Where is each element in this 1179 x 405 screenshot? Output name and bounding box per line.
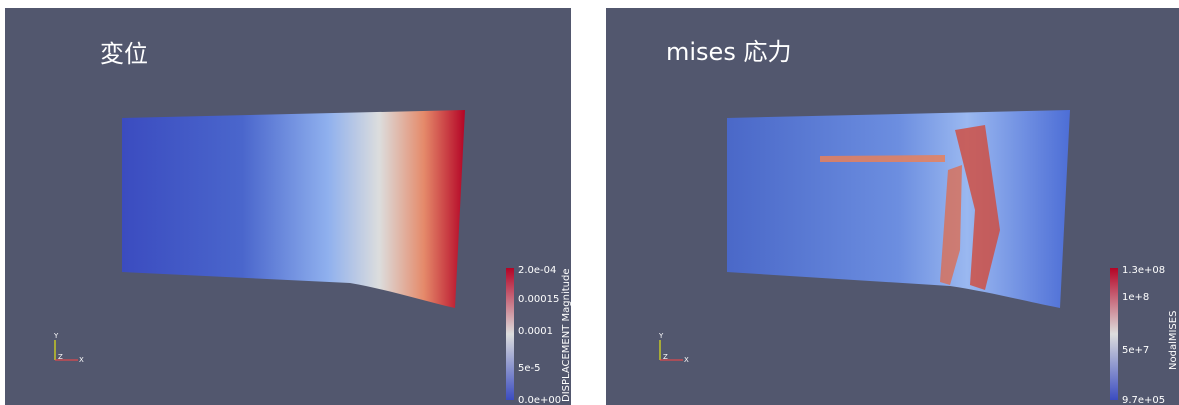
colorbar-tick: 5e+7 bbox=[1122, 345, 1149, 356]
colorbar-tick: 0.0e+00 bbox=[518, 395, 561, 405]
axis-label: Y bbox=[658, 332, 664, 340]
panel-title: 変位 bbox=[100, 40, 148, 68]
colorbar bbox=[506, 268, 514, 400]
colorbar-tick: 1.3e+08 bbox=[1122, 265, 1165, 276]
colorbar bbox=[1110, 268, 1118, 400]
colorbar-label: NodalMISES bbox=[1168, 311, 1179, 370]
stress-band bbox=[940, 165, 962, 285]
mesh bbox=[122, 110, 465, 308]
panel: 変位 2.0e-04 0.00015 0.0001 5e-5 0.0e+00 D… bbox=[5, 8, 572, 405]
panel: mises 応力 1.3e+08 1e+8 5e+7 9.7e+05 Nodal… bbox=[606, 8, 1179, 405]
colorbar-tick: 0.00015 bbox=[518, 294, 559, 305]
colorbar-label: DISPLACEMENT Magnitude bbox=[561, 269, 572, 403]
colorbar-tick: 2.0e-04 bbox=[518, 265, 556, 276]
axis-label: Z bbox=[58, 353, 63, 361]
colorbar-tick: 5e-5 bbox=[518, 363, 541, 374]
axis-label: Y bbox=[53, 332, 59, 340]
stress-band bbox=[820, 155, 945, 162]
stress-band bbox=[955, 125, 1000, 290]
colorbar-tick: 0.0001 bbox=[518, 326, 553, 337]
axes-triad: Y Z X bbox=[53, 332, 84, 364]
axis-label: Z bbox=[663, 353, 668, 361]
axes-triad: Y Z X bbox=[658, 332, 689, 364]
panel-title: mises 応力 bbox=[666, 38, 791, 66]
axis-label: X bbox=[684, 356, 689, 364]
colorbar-tick: 9.7e+05 bbox=[1122, 395, 1165, 405]
colorbar-tick: 1e+8 bbox=[1122, 292, 1149, 303]
axis-label: X bbox=[79, 356, 84, 364]
